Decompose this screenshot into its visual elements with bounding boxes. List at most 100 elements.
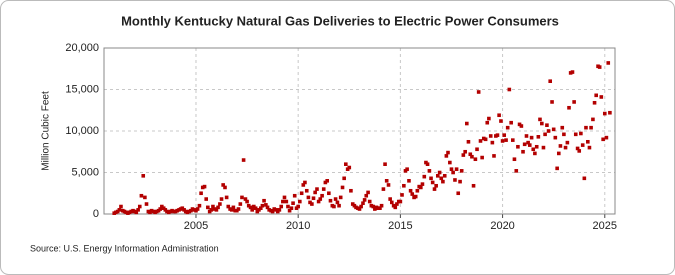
point bbox=[458, 179, 462, 184]
point bbox=[541, 145, 546, 150]
point bbox=[592, 100, 597, 105]
point bbox=[540, 121, 544, 126]
point bbox=[170, 208, 174, 213]
point bbox=[231, 205, 236, 210]
point bbox=[483, 137, 488, 142]
point bbox=[304, 188, 309, 193]
point bbox=[137, 204, 142, 209]
point bbox=[461, 153, 466, 157]
point bbox=[374, 205, 379, 210]
point bbox=[408, 188, 413, 193]
point bbox=[243, 197, 248, 201]
point bbox=[337, 203, 341, 208]
point bbox=[311, 196, 316, 201]
point bbox=[521, 149, 525, 154]
point bbox=[420, 182, 425, 186]
point bbox=[505, 125, 510, 130]
point bbox=[318, 197, 323, 201]
x-tick-label: 2015 bbox=[388, 220, 412, 232]
point bbox=[509, 120, 513, 125]
point bbox=[359, 204, 363, 209]
y-axis-label: Million Cubic Feet bbox=[41, 91, 52, 171]
point bbox=[444, 154, 449, 158]
point bbox=[395, 202, 399, 206]
point bbox=[349, 188, 353, 193]
point bbox=[471, 183, 476, 188]
point bbox=[519, 124, 524, 128]
point bbox=[354, 205, 358, 210]
point bbox=[262, 198, 266, 203]
point bbox=[289, 206, 294, 210]
point bbox=[206, 205, 210, 210]
point bbox=[432, 187, 437, 191]
point bbox=[511, 138, 515, 142]
point bbox=[134, 210, 139, 215]
point bbox=[606, 61, 611, 65]
point bbox=[299, 191, 304, 196]
point bbox=[160, 204, 164, 209]
x-tick-label: 2025 bbox=[593, 220, 617, 232]
point bbox=[451, 170, 455, 175]
point bbox=[214, 208, 219, 212]
point bbox=[310, 202, 314, 206]
point bbox=[531, 147, 536, 152]
point bbox=[282, 195, 287, 200]
point bbox=[556, 151, 561, 156]
point bbox=[584, 125, 588, 130]
point bbox=[427, 169, 432, 173]
point bbox=[221, 183, 225, 187]
x-tick-label: 2010 bbox=[286, 220, 310, 232]
y-tick-label: 5,000 bbox=[71, 166, 99, 178]
point bbox=[180, 206, 185, 210]
point bbox=[400, 193, 404, 197]
point bbox=[526, 140, 530, 145]
point bbox=[296, 204, 300, 209]
point bbox=[216, 205, 220, 210]
point bbox=[475, 147, 479, 152]
point bbox=[548, 79, 553, 83]
point bbox=[281, 199, 285, 204]
point bbox=[560, 125, 565, 130]
point bbox=[154, 209, 159, 214]
point bbox=[587, 145, 592, 150]
point bbox=[580, 143, 585, 147]
point bbox=[529, 135, 534, 140]
point bbox=[512, 157, 517, 162]
point bbox=[446, 150, 450, 155]
point bbox=[218, 202, 222, 206]
point bbox=[323, 180, 328, 185]
point bbox=[335, 200, 340, 205]
point bbox=[378, 206, 382, 210]
point bbox=[410, 192, 415, 196]
point bbox=[383, 162, 387, 166]
point bbox=[572, 100, 576, 104]
point bbox=[413, 194, 418, 199]
y-tick-label: 20,000 bbox=[65, 42, 99, 54]
point bbox=[136, 208, 140, 212]
point bbox=[524, 134, 529, 138]
point bbox=[313, 190, 317, 195]
point bbox=[381, 187, 386, 191]
point bbox=[240, 195, 244, 200]
point bbox=[388, 197, 392, 201]
point bbox=[197, 203, 202, 208]
point bbox=[422, 174, 427, 179]
point bbox=[238, 202, 243, 206]
point bbox=[338, 195, 343, 200]
point bbox=[487, 116, 491, 121]
point bbox=[553, 135, 558, 140]
point bbox=[229, 208, 234, 212]
point bbox=[226, 204, 231, 209]
point bbox=[386, 183, 391, 187]
point bbox=[599, 95, 604, 99]
point bbox=[481, 136, 486, 141]
point bbox=[465, 121, 469, 126]
point bbox=[546, 129, 551, 133]
x-tick-label: 2005 bbox=[184, 220, 208, 232]
point bbox=[284, 199, 289, 204]
point bbox=[575, 146, 580, 151]
point bbox=[344, 162, 348, 166]
point bbox=[425, 162, 430, 166]
point bbox=[306, 195, 311, 200]
